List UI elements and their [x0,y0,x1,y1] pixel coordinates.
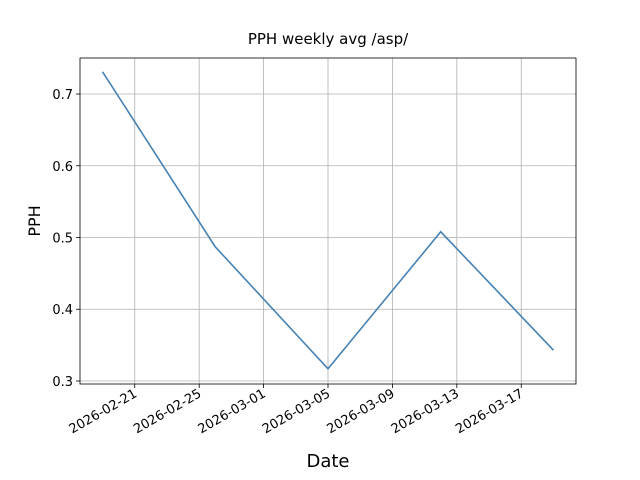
axes-frame [79,57,577,385]
data-line [101,71,555,371]
x-axis-label: Date [306,451,349,472]
y-tick-label: 0.4 [52,303,73,318]
y-tick-label: 0.5 [52,232,73,247]
y-tick-label: 0.7 [52,88,73,103]
y-tick-label: 0.3 [52,375,73,390]
y-axis-label: PPH [25,205,44,236]
chart-title: PPH weekly avg /asp/ [248,30,409,48]
y-tick-label: 0.6 [52,160,73,175]
